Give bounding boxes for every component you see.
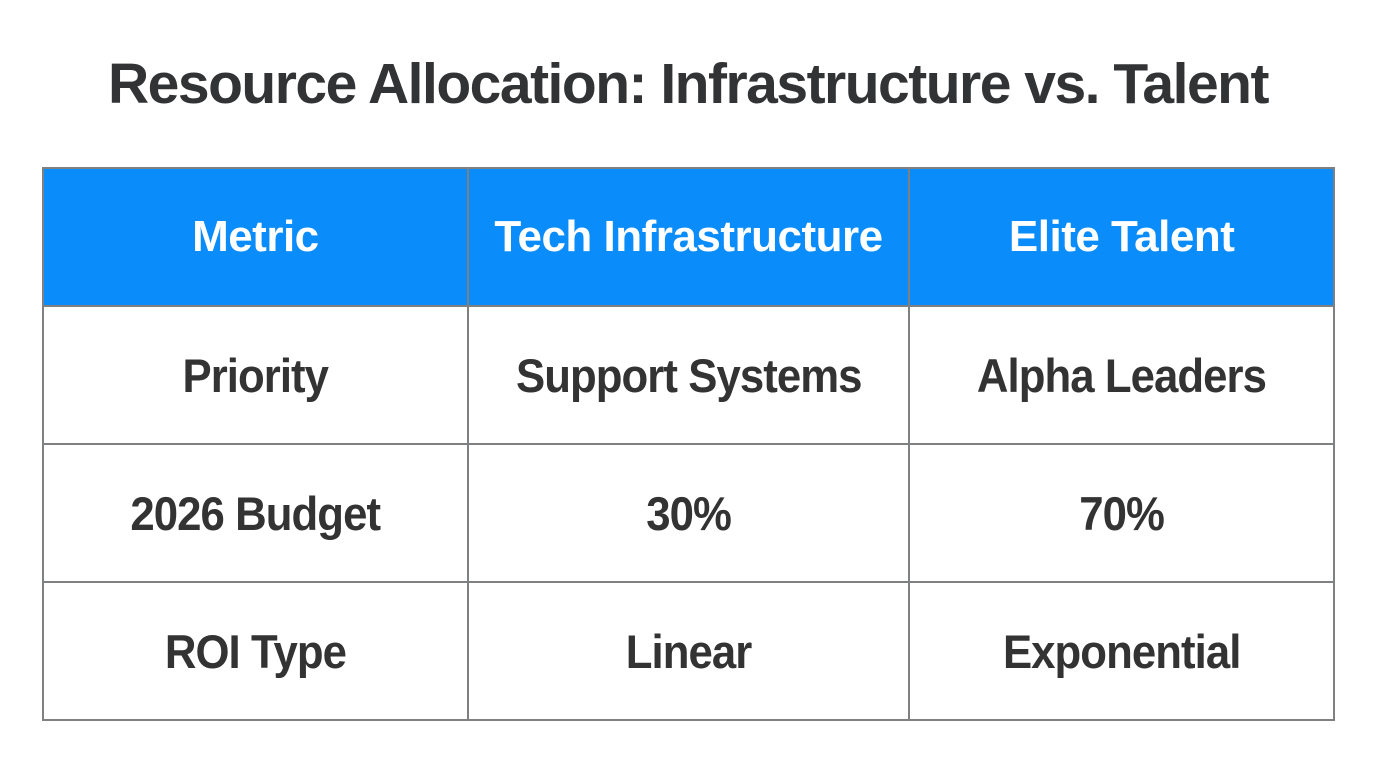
table-cell-text: 30% <box>646 486 732 540</box>
table-row: 2026 Budget 30% 70% <box>42 443 1335 583</box>
table-row: ROI Type Linear Exponential <box>42 581 1335 721</box>
table-row: Priority Support Systems Alpha Leaders <box>42 305 1335 445</box>
table-cell-text: Support Systems <box>515 348 862 402</box>
table-cell: Exponential <box>908 581 1335 721</box>
table-cell: Linear <box>466 581 911 721</box>
column-header: Metric <box>42 167 469 307</box>
resource-allocation-table: Metric Tech Infrastructure Elite Talent Pr… <box>42 167 1335 721</box>
table-cell-text: Linear <box>625 624 753 678</box>
table-cell: Support Systems <box>466 305 911 445</box>
table-cell: 30% <box>466 443 911 583</box>
table-cell-text: ROI Type <box>164 624 347 678</box>
table-cell-text: 2026 Budget <box>130 486 382 540</box>
page-title: Resource Allocation: Infrastructure vs. … <box>108 52 1269 116</box>
table-cell: 70% <box>908 443 1335 583</box>
column-header: Tech Infrastructure <box>466 167 911 307</box>
column-header: Elite Talent <box>908 167 1335 307</box>
table-header-row: Metric Tech Infrastructure Elite Talent <box>42 167 1335 307</box>
table-cell: ROI Type <box>42 581 469 721</box>
table-cell: Priority <box>42 305 469 445</box>
table-cell-text: Exponential <box>1002 624 1241 678</box>
table-cell-text: Priority <box>182 348 330 402</box>
table-cell: 2026 Budget <box>42 443 469 583</box>
table-cell: Alpha Leaders <box>908 305 1335 445</box>
table-cell-text: 70% <box>1079 486 1165 540</box>
table-cell-text: Alpha Leaders <box>977 348 1267 402</box>
